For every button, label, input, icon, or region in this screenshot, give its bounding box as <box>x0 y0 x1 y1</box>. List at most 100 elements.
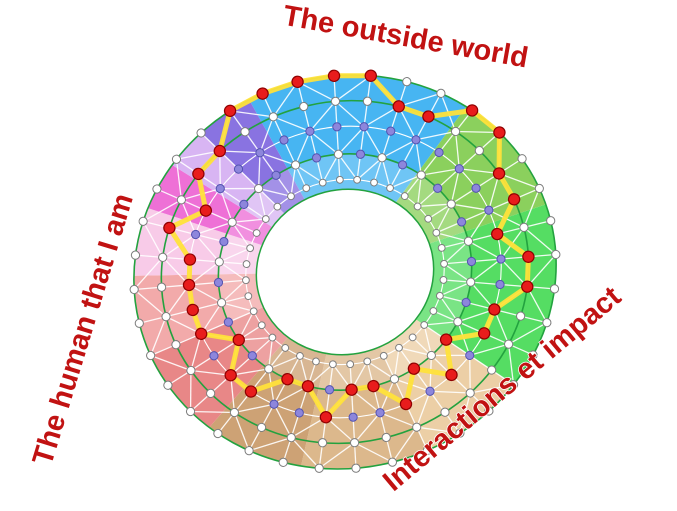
node-red <box>488 303 501 316</box>
node-white <box>413 202 422 211</box>
node-white <box>314 463 324 473</box>
node-white <box>353 175 362 184</box>
node-white <box>466 277 476 287</box>
node-purple <box>465 350 475 361</box>
node-white <box>171 340 181 350</box>
node-white <box>129 284 139 295</box>
node-white <box>422 445 433 455</box>
node-white <box>318 178 327 187</box>
node-red <box>224 369 237 382</box>
node-purple <box>461 297 471 308</box>
node-white <box>261 215 270 223</box>
node-white <box>386 184 394 192</box>
node-white <box>420 321 429 329</box>
node-white <box>455 428 465 438</box>
node-purple <box>457 217 467 227</box>
node-red <box>407 362 421 375</box>
node-white <box>370 178 378 187</box>
node-purple <box>386 126 396 136</box>
sector-light-tan <box>379 319 514 451</box>
node-white <box>240 127 250 137</box>
node-white <box>528 350 538 360</box>
node-purple <box>305 126 315 136</box>
node-white <box>549 284 560 294</box>
node-white <box>436 88 446 98</box>
node-white <box>381 432 391 443</box>
node-white <box>246 244 255 253</box>
node-white <box>312 357 320 366</box>
node-white <box>214 257 224 267</box>
node-white <box>158 252 168 262</box>
node-white <box>268 333 277 342</box>
node-white <box>249 307 258 316</box>
node-red <box>364 69 377 82</box>
node-white <box>362 96 373 106</box>
node-purple <box>433 183 443 193</box>
node-white <box>185 406 196 417</box>
node-white <box>389 374 400 384</box>
node-white <box>408 333 417 342</box>
node-white <box>416 170 426 180</box>
node-white <box>244 292 253 301</box>
node-white <box>440 259 448 268</box>
sector-tan <box>301 346 428 469</box>
node-white <box>206 388 216 398</box>
node-red <box>522 250 535 263</box>
node-purple <box>471 183 481 193</box>
node-red <box>399 397 413 411</box>
node-purple <box>247 351 257 361</box>
node-white <box>426 350 436 361</box>
node-white <box>435 291 444 300</box>
node-red <box>445 368 458 382</box>
node-white <box>387 457 398 467</box>
node-purple <box>271 170 281 180</box>
node-white <box>534 183 544 194</box>
node-white <box>412 422 422 432</box>
node-purple <box>375 408 385 418</box>
node-white <box>138 216 148 226</box>
node-red <box>199 204 213 217</box>
node-red <box>183 253 197 266</box>
node-white <box>152 184 162 194</box>
node-white <box>351 463 361 473</box>
node-white <box>516 311 526 321</box>
node-white <box>400 192 409 200</box>
node-white <box>551 249 561 260</box>
node-white <box>439 276 448 284</box>
node-white <box>402 77 412 87</box>
node-purple <box>233 164 244 174</box>
node-white <box>254 183 264 194</box>
node-red <box>392 100 405 113</box>
node-white <box>546 216 556 226</box>
node-white <box>196 128 206 138</box>
node-red <box>213 144 226 158</box>
node-white <box>171 154 182 164</box>
node-red <box>367 379 380 393</box>
node-white <box>242 260 251 268</box>
node-red <box>163 221 176 235</box>
node-purple <box>311 153 322 163</box>
node-white <box>446 199 456 209</box>
node-white <box>330 96 341 106</box>
node-red <box>186 303 199 317</box>
node-white <box>437 243 446 252</box>
node-white <box>186 365 196 376</box>
node-purple <box>348 412 358 422</box>
node-white <box>161 312 171 322</box>
node-red <box>521 280 534 293</box>
node-white <box>484 406 494 416</box>
node-purple <box>215 183 225 194</box>
node-white <box>290 160 301 170</box>
node-white <box>244 446 254 456</box>
node-white <box>335 175 344 184</box>
node-red <box>491 227 504 241</box>
node-white <box>176 195 186 205</box>
node-red <box>244 385 258 398</box>
node-purple <box>359 122 369 132</box>
node-red <box>345 383 358 396</box>
node-white <box>130 250 141 260</box>
node-white <box>299 101 309 112</box>
node-red <box>439 333 453 346</box>
